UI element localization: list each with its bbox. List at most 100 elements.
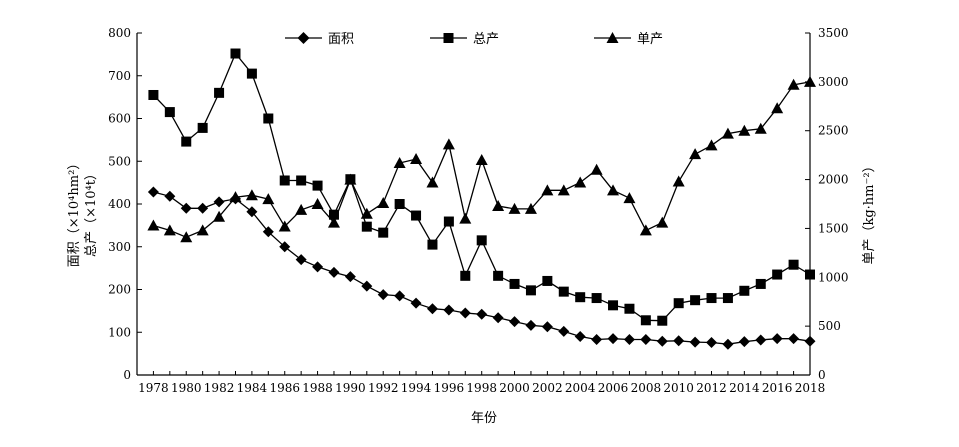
y-right-tick-label: 0 [818, 368, 826, 382]
data-point-yield [574, 176, 587, 188]
legend-marker-output [443, 33, 454, 43]
data-point-area [213, 196, 225, 208]
y-right-tick-label: 2500 [818, 124, 849, 138]
data-point-yield [524, 202, 537, 214]
data-point-area [246, 206, 258, 218]
data-point-area [394, 290, 406, 302]
data-point-area [476, 308, 488, 320]
x-tick-label: 1982 [204, 381, 235, 395]
data-point-area [623, 334, 635, 346]
y-left-tick-label: 0 [123, 368, 131, 382]
data-point-output [328, 209, 339, 220]
x-tick-label: 1984 [237, 381, 268, 395]
data-point-area [361, 280, 373, 292]
data-point-area [147, 186, 159, 198]
data-point-yield [377, 197, 390, 209]
data-point-output [706, 293, 717, 304]
y-right-tick-label: 1000 [818, 270, 849, 284]
data-point-area [426, 303, 438, 315]
x-tick-label: 1988 [302, 381, 333, 395]
data-point-yield [787, 78, 800, 90]
x-tick-label: 1980 [171, 381, 202, 395]
x-tick-label: 2014 [729, 381, 760, 395]
data-point-yield [295, 203, 308, 215]
y-axis-title-left-output: 总产（×10⁴t） [84, 167, 99, 257]
data-point-yield [213, 210, 226, 222]
data-point-yield [607, 184, 620, 196]
data-point-area [607, 333, 619, 345]
y-axis-title-left-area: 面积（×10⁴hm²） [67, 157, 82, 268]
x-tick-label: 2012 [696, 381, 727, 395]
y-right-tick-label: 2000 [818, 173, 849, 187]
y-left-tick-label: 700 [108, 69, 131, 83]
data-point-output [624, 303, 635, 314]
data-point-area [164, 190, 176, 202]
x-tick-label: 2000 [499, 381, 530, 395]
data-point-area [738, 336, 750, 348]
data-point-output [542, 275, 553, 286]
data-point-area [443, 304, 455, 316]
series-line-output [152, 52, 811, 322]
data-point-area [706, 337, 718, 349]
data-point-output [296, 175, 307, 186]
data-point-area [492, 312, 504, 324]
y-left-tick-label: 300 [108, 240, 131, 254]
data-point-yield [623, 192, 636, 204]
data-point-output [657, 315, 668, 326]
data-point-area [722, 338, 734, 350]
data-point-output [263, 113, 274, 124]
data-point-output [312, 180, 323, 191]
data-point-output [148, 89, 159, 100]
x-tick-label: 2008 [631, 381, 662, 395]
data-point-output [230, 48, 241, 59]
data-point-yield [410, 153, 423, 165]
data-point-yield [163, 224, 176, 236]
y-right-tick-label: 3500 [818, 26, 849, 40]
data-point-area [459, 307, 471, 319]
legend-label-area: 面积 [328, 32, 354, 47]
data-point-output [739, 285, 750, 296]
data-point-yield [360, 207, 373, 219]
data-point-output [361, 221, 372, 232]
data-point-output [164, 107, 175, 118]
data-point-yield [705, 139, 718, 151]
x-tick-label: 2016 [762, 381, 793, 395]
legend-label-output: 总产 [473, 32, 499, 47]
data-point-output [608, 300, 619, 311]
data-point-yield [492, 199, 505, 211]
data-point-area [574, 331, 586, 343]
y-left-tick-label: 400 [108, 197, 131, 211]
data-point-output [558, 286, 569, 297]
data-point-output [525, 285, 536, 296]
data-point-area [804, 335, 816, 347]
data-point-yield [459, 212, 472, 224]
data-point-area [541, 321, 553, 333]
data-point-yield [689, 148, 702, 160]
data-point-output [411, 210, 422, 221]
data-point-yield [229, 191, 242, 203]
data-point-area [656, 335, 668, 347]
data-point-area [525, 319, 537, 331]
data-point-area [197, 202, 209, 214]
data-point-area [312, 261, 324, 273]
x-tick-label: 1986 [269, 381, 300, 395]
data-point-yield [639, 224, 652, 236]
x-tick-label: 1994 [401, 381, 432, 395]
data-point-output [673, 298, 684, 309]
data-point-area [689, 336, 701, 348]
y-left-tick-label: 500 [108, 154, 131, 168]
data-point-output [460, 270, 471, 281]
series-lines [147, 48, 816, 350]
data-point-output [279, 175, 290, 186]
x-tick-label: 1978 [138, 381, 169, 395]
y-left-tick-label: 600 [108, 112, 131, 126]
data-point-yield [442, 138, 455, 150]
y-axis-title-right: 单产（kg·hm⁻²） [862, 159, 877, 264]
data-point-area [509, 316, 521, 328]
data-point-yield [278, 220, 291, 232]
data-point-output [591, 293, 602, 304]
x-tick-label: 1996 [434, 381, 465, 395]
data-point-output [805, 269, 815, 280]
x-tick-label: 2004 [565, 381, 596, 395]
x-tick-label: 2002 [532, 381, 563, 395]
